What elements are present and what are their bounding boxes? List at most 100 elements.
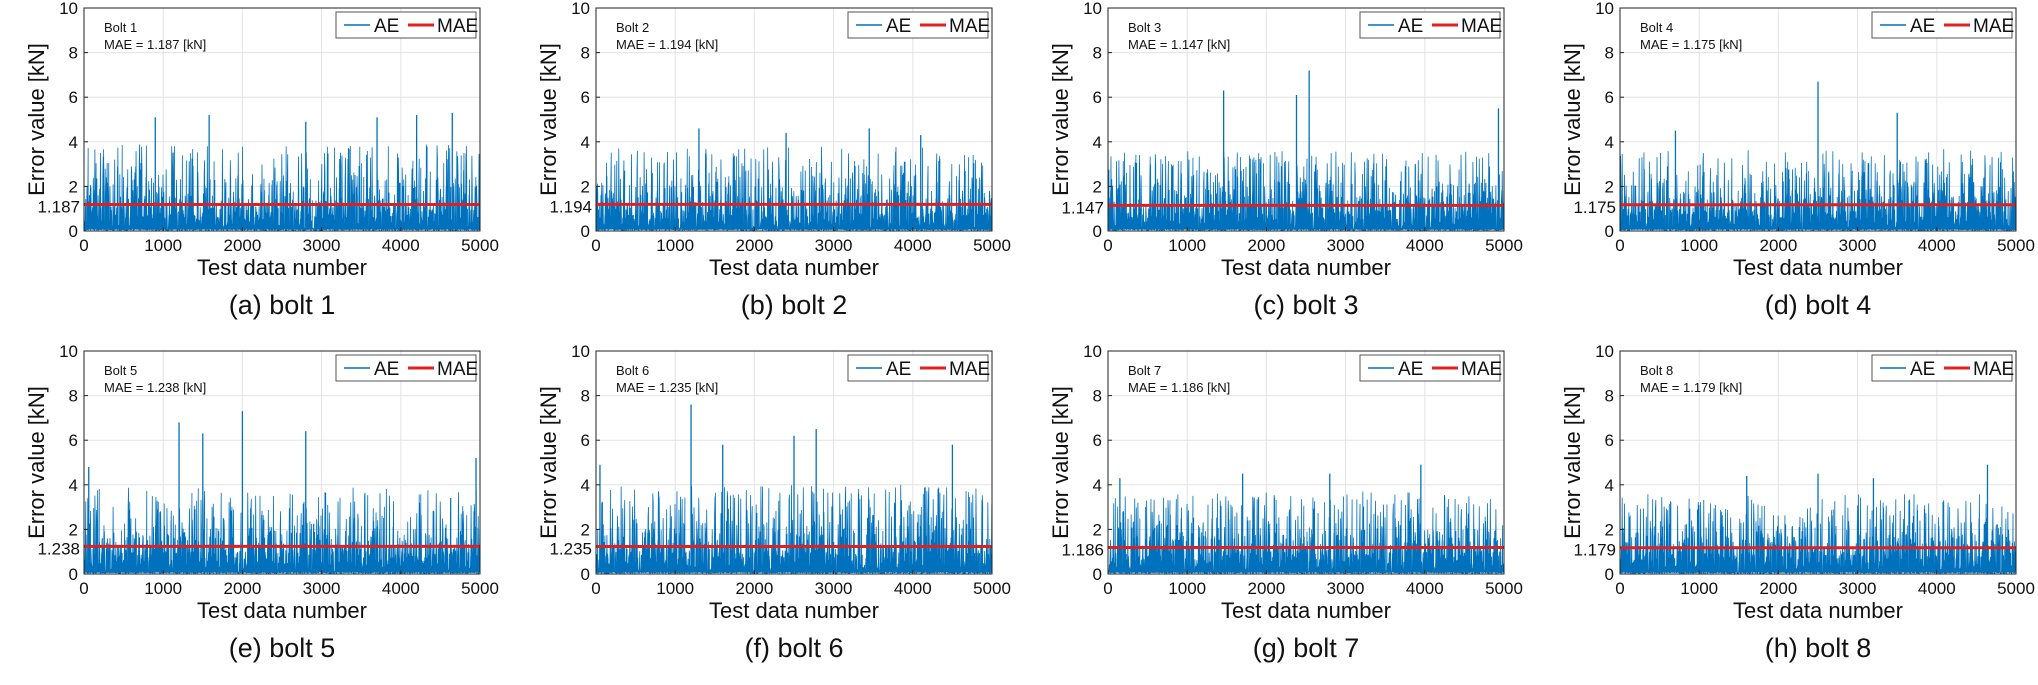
x-tick-label: 3000 (1327, 236, 1365, 255)
x-tick-label: 1000 (656, 579, 694, 598)
y-tick-label: 6 (1093, 431, 1102, 450)
y-tick-label: 8 (581, 387, 590, 406)
y-tick-label: 10 (571, 0, 590, 18)
chart-panel: 0 1000 2000 3000 4000 5000 0 2 4 6 8 10 1.147 Test da… (1048, 0, 1523, 320)
x-tick-label: 0 (1615, 236, 1624, 255)
y-tick-label: 0 (1605, 222, 1614, 241)
x-tick-label: 5000 (461, 236, 499, 255)
x-tick-label: 2000 (1759, 579, 1797, 598)
x-tick-label: 1000 (1168, 236, 1206, 255)
y-tick-label: 6 (69, 431, 78, 450)
ae-series-line (83, 487, 481, 575)
x-tick-label: 5000 (1997, 579, 2035, 598)
x-tick-label: 4000 (894, 579, 932, 598)
y-tick-label: 0 (581, 222, 590, 241)
y-tick-label: 10 (1083, 0, 1102, 18)
legend-ae-label: AE (886, 16, 911, 37)
y-tick-label: 4 (1093, 476, 1102, 495)
y-tick-label: 4 (581, 476, 590, 495)
legend-ae-label: AE (886, 359, 911, 380)
panel-label: Bolt 3 (1128, 20, 1161, 35)
y-tick-label: 4 (1093, 133, 1102, 152)
x-axis-label: Test data number (197, 598, 367, 623)
panel-caption: (d) bolt 4 (1765, 290, 1872, 320)
panel-label: Bolt 1 (104, 20, 137, 35)
y-tick-label: 6 (69, 88, 78, 107)
legend-ae-label: AE (1398, 359, 1423, 380)
x-axis-label: Test data number (1221, 255, 1391, 280)
x-tick-label: 3000 (815, 236, 853, 255)
y-tick-label: 4 (69, 133, 78, 152)
y-tick-label: 10 (1083, 342, 1102, 361)
x-tick-label: 0 (79, 579, 88, 598)
chart-panel: 0 1000 2000 3000 4000 5000 0 2 4 6 8 10 1.186 Test da… (1048, 342, 1523, 663)
y-axis-label: Error value [kN] (1048, 386, 1073, 539)
axes-frame (1107, 350, 1505, 575)
mae-annotation: MAE = 1.194 [kN] (616, 37, 718, 52)
legend-ae-label: AE (1910, 16, 1935, 37)
mae-annotation: MAE = 1.238 [kN] (104, 380, 206, 395)
y-tick-label: 2 (581, 520, 590, 539)
mae-tick-label: 1.186 (1061, 541, 1104, 560)
y-tick-label: 0 (1605, 565, 1614, 584)
x-tick-label: 1000 (144, 579, 182, 598)
x-tick-label: 4000 (1918, 236, 1956, 255)
chart-panel: 0 1000 2000 3000 4000 5000 0 2 4 6 8 10 1.235 Test da… (536, 342, 1011, 663)
y-tick-label: 8 (69, 387, 78, 406)
x-tick-label: 2000 (735, 236, 773, 255)
panel-caption: (h) bolt 8 (1765, 633, 1872, 663)
panel-caption: (e) bolt 5 (229, 633, 336, 663)
legend-ae-label: AE (1910, 359, 1935, 380)
y-tick-label: 8 (1605, 44, 1614, 63)
panel-label: Bolt 8 (1640, 363, 1673, 378)
y-tick-label: 8 (1093, 387, 1102, 406)
panel-label: Bolt 5 (104, 363, 137, 378)
x-tick-label: 5000 (973, 236, 1011, 255)
y-tick-label: 6 (581, 431, 590, 450)
y-tick-label: 8 (1605, 387, 1614, 406)
x-tick-label: 0 (591, 579, 600, 598)
legend-mae-label: MAE (1461, 16, 1502, 37)
chart-panel: 0 1000 2000 3000 4000 5000 0 2 4 6 8 10 1.175 Test da… (1560, 0, 2035, 320)
legend-mae-label: MAE (949, 359, 990, 380)
y-tick-label: 2 (1605, 520, 1614, 539)
chart-panel: 0 1000 2000 3000 4000 5000 0 2 4 6 8 10 1.179 Test da… (1560, 342, 2035, 663)
mae-tick-label: 1.175 (1573, 198, 1616, 217)
x-tick-label: 0 (1615, 579, 1624, 598)
x-axis-label: Test data number (1221, 598, 1391, 623)
axes-frame (595, 7, 993, 232)
legend-mae-label: MAE (437, 16, 478, 37)
x-tick-label: 5000 (1485, 236, 1523, 255)
x-tick-label: 1000 (1168, 579, 1206, 598)
mae-tick-label: 1.179 (1573, 541, 1616, 560)
ae-series-line (1107, 151, 1505, 233)
panel-label: Bolt 4 (1640, 20, 1673, 35)
x-tick-label: 2000 (1247, 236, 1285, 255)
mae-tick-label: 1.187 (37, 198, 80, 217)
axes-frame (1619, 350, 2017, 575)
y-tick-label: 2 (1093, 520, 1102, 539)
legend-ae-label: AE (1398, 16, 1423, 37)
y-tick-label: 0 (581, 565, 590, 584)
y-axis-label: Error value [kN] (24, 43, 49, 196)
y-tick-label: 4 (581, 133, 590, 152)
y-tick-label: 10 (59, 0, 78, 18)
x-tick-label: 3000 (1839, 579, 1877, 598)
y-tick-label: 10 (1595, 0, 1614, 18)
axes-frame (595, 350, 993, 575)
axes-frame (1619, 7, 2017, 232)
x-tick-label: 0 (1103, 579, 1112, 598)
x-tick-label: 2000 (735, 579, 773, 598)
x-tick-label: 1000 (656, 236, 694, 255)
y-tick-label: 6 (581, 88, 590, 107)
x-tick-label: 4000 (1406, 236, 1444, 255)
x-tick-label: 5000 (973, 579, 1011, 598)
ae-series-line (1107, 491, 1505, 576)
y-axis-label: Error value [kN] (24, 386, 49, 539)
y-tick-label: 0 (69, 565, 78, 584)
y-axis-label: Error value [kN] (1560, 386, 1585, 539)
x-tick-label: 1000 (144, 236, 182, 255)
x-tick-label: 4000 (894, 236, 932, 255)
